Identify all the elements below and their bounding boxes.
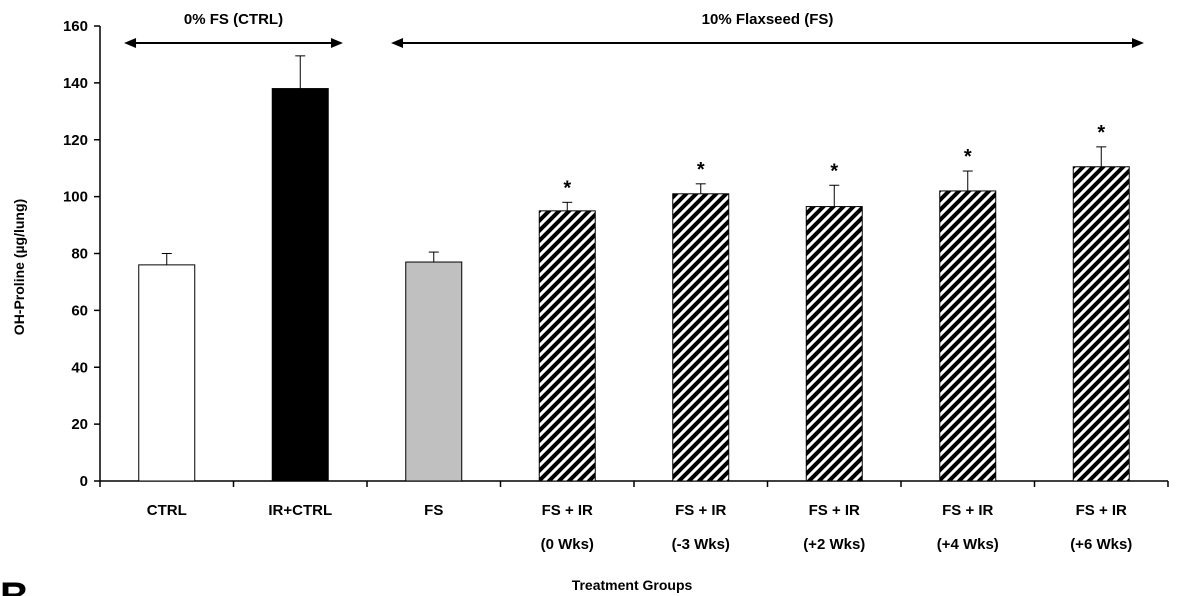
y-tick-label: 80 <box>71 246 88 263</box>
bar <box>405 261 463 482</box>
x-tick-label-line2: (-3 Wks) <box>672 536 730 553</box>
x-tick-label: FS + IR <box>542 502 593 519</box>
bar <box>1072 166 1130 482</box>
bar <box>271 88 329 482</box>
x-axis-title: Treatment Groups <box>572 577 693 593</box>
y-tick-label: 140 <box>63 75 88 92</box>
bar <box>805 206 863 482</box>
significance-star: * <box>697 159 705 181</box>
annotation-arrow-left <box>391 38 404 48</box>
x-tick-label-line2: (0 Wks) <box>541 536 594 553</box>
x-tick-label: FS <box>424 502 443 519</box>
bar <box>538 210 596 482</box>
x-tick-label-line2: (+6 Wks) <box>1070 536 1132 553</box>
x-tick-label: IR+CTRL <box>268 502 332 519</box>
y-tick-label: 120 <box>63 132 88 149</box>
annotation-label: 0% FS (CTRL) <box>184 11 283 28</box>
significance-star: * <box>830 160 838 182</box>
bar <box>138 264 196 482</box>
y-tick-label: 160 <box>63 18 88 35</box>
bar <box>939 190 997 482</box>
annotation-label: 10% Flaxseed (FS) <box>702 11 834 28</box>
group-annotations: 0% FS (CTRL) 10% Flaxseed (FS) <box>124 11 1144 48</box>
y-tick-label: 20 <box>71 416 88 433</box>
annotation-arrow-left <box>124 38 137 48</box>
significance-star: * <box>964 146 972 168</box>
y-tick-label: 100 <box>63 189 88 206</box>
y-tick-label: 40 <box>71 359 88 376</box>
annotation-arrow-right <box>1131 38 1144 48</box>
bar <box>672 193 730 482</box>
y-tick-label: 60 <box>71 302 88 319</box>
significance-star: * <box>1097 122 1105 144</box>
x-tick-label: CTRL <box>147 502 187 519</box>
x-tick-label-line2: (+4 Wks) <box>937 536 999 553</box>
bars: * * * * * <box>138 55 1130 482</box>
x-tick-label-line2: (+2 Wks) <box>803 536 865 553</box>
x-axis: CTRL IR+CTRL FS FS + IR (0 Wks) FS + IR (-3 Wk… <box>99 480 1169 553</box>
x-tick-label: FS + IR <box>675 502 726 519</box>
x-tick-label: FS + IR <box>942 502 993 519</box>
annotation-arrow-right <box>330 38 343 48</box>
significance-star: * <box>563 177 571 199</box>
y-tick-label: 0 <box>80 473 88 490</box>
y-axis-title: OH-Proline (µg/lung) <box>11 199 27 335</box>
y-axis: 0 20 40 60 80 100 120 140 160 <box>63 18 101 490</box>
panel-letter: B <box>0 575 29 596</box>
x-tick-label: FS + IR <box>809 502 860 519</box>
x-tick-label: FS + IR <box>1076 502 1127 519</box>
